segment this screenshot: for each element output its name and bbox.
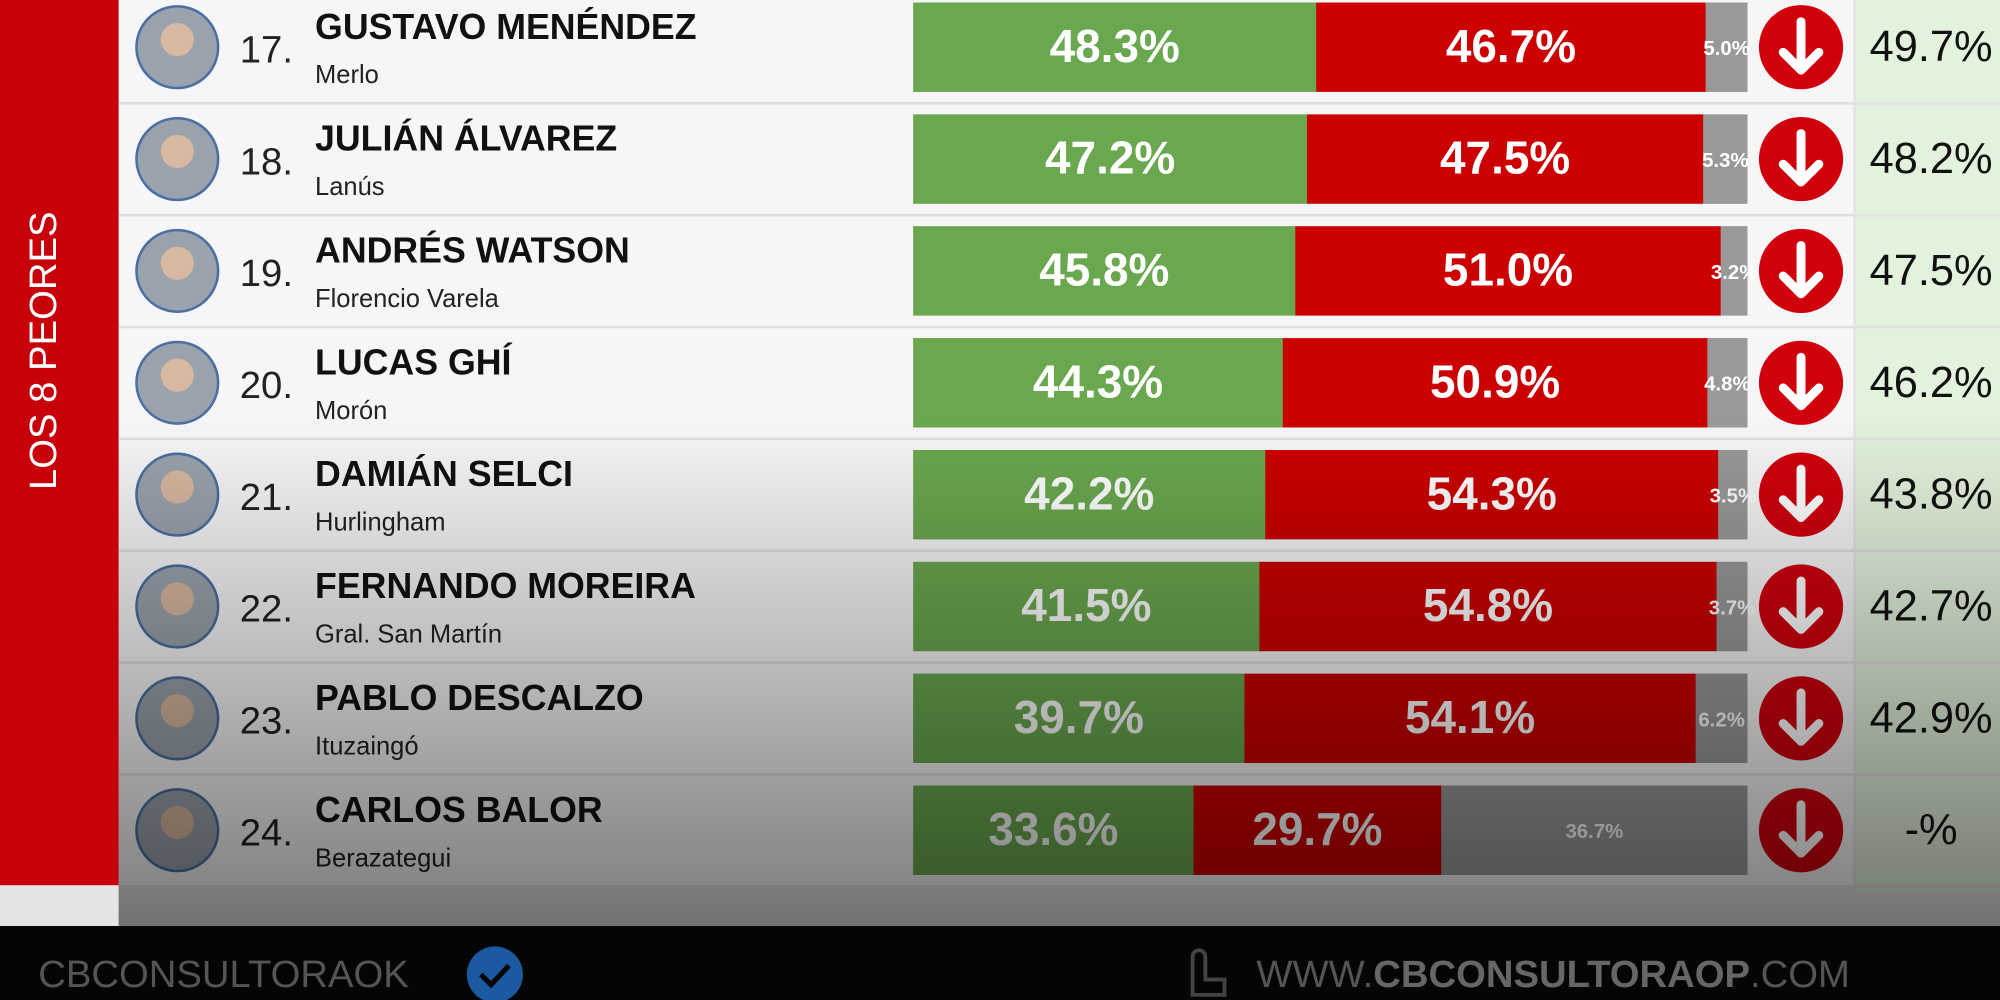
avatar-head: [160, 582, 194, 616]
rank: 22.: [240, 588, 293, 631]
city: Hurlingham: [315, 509, 445, 537]
approve-label: 33.6%: [988, 803, 1118, 855]
candidate-name: CARLOS BALOR: [315, 790, 603, 830]
disapprove-label: 54.3%: [1427, 467, 1557, 519]
candidate-name: LUCAS GHÍ: [315, 342, 512, 382]
city: Berazategui: [315, 844, 451, 872]
unsure-label: 3.2%: [1711, 262, 1757, 284]
rank: 21.: [240, 476, 293, 519]
hand-icon: [1190, 948, 1227, 997]
disapprove-label: 50.9%: [1430, 355, 1560, 407]
previous-value: 42.9%: [1870, 694, 1993, 742]
approve-label: 41.5%: [1021, 579, 1151, 631]
url-prefix: WWW.: [1256, 953, 1373, 996]
city: Lanús: [315, 173, 384, 201]
approve-label: 39.7%: [1014, 691, 1144, 743]
city: Ituzaingó: [315, 732, 418, 760]
previous-value: 42.7%: [1870, 583, 1993, 631]
candidate-name: FERNANDO MOREIRA: [315, 566, 696, 606]
side-band: [0, 0, 119, 886]
unsure-label: 5.3%: [1702, 150, 1748, 172]
unsure-label: 3.7%: [1709, 597, 1755, 619]
url-suffix: .COM: [1750, 953, 1850, 996]
disapprove-label: 54.1%: [1405, 691, 1535, 743]
approve-label: 44.3%: [1033, 355, 1163, 407]
previous-value: 43.8%: [1870, 471, 1993, 519]
footer-account: CBCONSULTORAOK: [38, 953, 409, 996]
previous-value: 49.7%: [1870, 23, 1993, 71]
city: Merlo: [315, 61, 379, 89]
approve-label: 48.3%: [1050, 20, 1180, 72]
candidate-name: JULIÁN ÁLVAREZ: [315, 119, 617, 159]
rank: 18.: [240, 140, 293, 183]
avatar-head: [160, 22, 194, 57]
previous-value: -%: [1905, 806, 1958, 854]
previous-value: 47.5%: [1870, 247, 1993, 295]
candidate-name: GUSTAVO MENÉNDEZ: [315, 7, 697, 47]
disapprove-label: 54.8%: [1423, 579, 1553, 631]
check: [479, 963, 511, 989]
city: Florencio Varela: [315, 285, 500, 313]
unsure-label: 5.0%: [1703, 38, 1749, 60]
avatar-head: [160, 805, 194, 840]
disapprove-label: 46.7%: [1446, 20, 1576, 72]
disapprove-label: 51.0%: [1443, 244, 1573, 296]
avatar-head: [160, 246, 194, 280]
city: Morón: [315, 397, 387, 425]
avatar-head: [160, 134, 194, 168]
previous-panel: [1855, 0, 2000, 893]
side-label: LOS 8 PEORES: [22, 212, 65, 491]
approve-label: 45.8%: [1039, 244, 1169, 296]
disapprove-label: 47.5%: [1440, 132, 1570, 184]
unsure-label: 3.5%: [1710, 486, 1756, 508]
candidate-name: PABLO DESCALZO: [315, 678, 644, 718]
unsure-label: 4.8%: [1704, 374, 1750, 396]
avatar-head: [160, 358, 194, 392]
approve-label: 42.2%: [1024, 467, 1154, 519]
unsure-label: 6.2%: [1698, 709, 1744, 731]
rank: 24.: [240, 811, 293, 854]
rank: 17.: [240, 28, 293, 71]
footer-url: WWW.CBCONSULTORAOP.COM: [1256, 953, 1850, 996]
approve-label: 47.2%: [1045, 132, 1175, 184]
rank: 19.: [240, 252, 293, 295]
footer: [0, 926, 2000, 1000]
unsure-label: 36.7%: [1565, 821, 1623, 843]
city: Gral. San Martín: [315, 621, 502, 649]
verified-badge: [466, 946, 523, 1000]
avatar-head: [160, 470, 194, 504]
avatar-head: [160, 694, 194, 728]
previous-value: 46.2%: [1870, 359, 1993, 407]
candidate-name: ANDRÉS WATSON: [315, 230, 630, 270]
rank: 20.: [240, 364, 293, 407]
candidate-name: DAMIÁN SELCI: [315, 454, 573, 494]
rank: 23.: [240, 700, 293, 743]
disapprove-label: 29.7%: [1252, 803, 1382, 855]
previous-value: 48.2%: [1870, 135, 1993, 183]
url-main: CBCONSULTORAOP: [1373, 953, 1750, 996]
